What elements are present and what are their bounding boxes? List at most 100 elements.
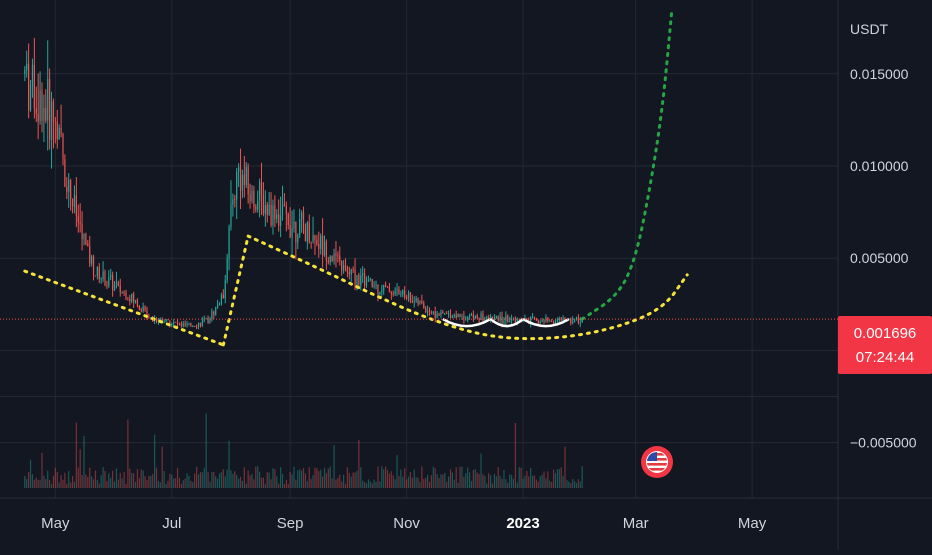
candle-body (453, 314, 455, 317)
volume-bar (522, 478, 524, 488)
volume-bar (58, 482, 60, 488)
candle-body (232, 199, 234, 205)
volume-bar (316, 468, 318, 488)
volume-bar (106, 481, 108, 488)
volume-bar (346, 467, 349, 488)
candle-body (564, 318, 566, 322)
volume-bar (417, 477, 419, 488)
volume-bar (150, 475, 152, 488)
candle-body (196, 326, 198, 328)
candle-body (60, 127, 62, 134)
volume-bar (119, 472, 121, 488)
volume-bar (434, 468, 436, 488)
candle-body (434, 311, 436, 318)
candle-body (106, 285, 108, 287)
candle-body (87, 243, 89, 247)
volume-bar (423, 479, 425, 488)
volume-bar (108, 473, 110, 488)
volume-bar (533, 475, 536, 488)
candle-body (167, 319, 169, 321)
current-price-tag[interactable]: 0.001696 07:24:44 (838, 316, 932, 374)
candle-body (577, 317, 579, 323)
volume-bar (217, 478, 219, 488)
volume-bar (234, 471, 236, 488)
volume-bar (438, 478, 440, 488)
volume-bar (371, 483, 373, 488)
volume-bar (228, 440, 230, 488)
volume-bar (264, 483, 266, 488)
volume-bar (356, 470, 358, 488)
candle-body (325, 241, 328, 261)
volume-bar (199, 472, 202, 488)
candle-body (262, 194, 265, 214)
volume-bar (573, 480, 576, 488)
volume-bar (213, 471, 215, 488)
candle-body (220, 294, 223, 304)
volume-bar (539, 476, 541, 488)
volume-bar (444, 473, 446, 488)
candle-body (426, 311, 429, 313)
volume-bar (495, 476, 497, 488)
volume-bar (405, 479, 408, 488)
volume-bar (499, 475, 501, 488)
candle-body (375, 284, 377, 286)
currency-label: USDT (850, 21, 889, 37)
candle-body (342, 265, 345, 271)
candle-body (266, 204, 268, 215)
candle-body (243, 174, 245, 186)
candle-body (203, 318, 205, 321)
candle-body (411, 300, 413, 303)
volume-bar (180, 483, 182, 488)
candle-body (362, 273, 364, 276)
volume-bar (140, 469, 142, 488)
candle-body (402, 290, 404, 294)
candle-body (312, 235, 314, 242)
candle-body (257, 200, 259, 210)
volume-bar (83, 436, 85, 488)
volume-bar (43, 475, 45, 488)
volume-bar (262, 477, 265, 488)
volume-bar (354, 472, 356, 488)
volume-bar (68, 471, 70, 488)
candle-body (92, 256, 95, 276)
volume-bar (516, 482, 518, 488)
candle-body (108, 277, 110, 286)
volume-bar (152, 474, 154, 488)
candle-body (121, 291, 123, 293)
volume-bar (312, 475, 314, 488)
volume-bar (373, 479, 375, 488)
volume-bar (251, 474, 253, 488)
volume-bar (447, 476, 450, 488)
candle-body (356, 275, 358, 287)
volume-bar (541, 474, 543, 488)
volume-bars (24, 413, 583, 488)
volume-bar (551, 481, 553, 488)
volume-bar (528, 476, 530, 488)
volume-bar (188, 476, 190, 488)
us-flag-event-icon[interactable] (641, 446, 673, 478)
candle-body (365, 281, 368, 286)
candle-body (234, 199, 236, 201)
volume-bar (224, 476, 226, 488)
volume-bar (56, 472, 58, 488)
candle-body (428, 311, 431, 314)
candle-body (222, 294, 224, 299)
volume-bar (211, 471, 213, 488)
candle-body (531, 316, 534, 318)
volume-bar (157, 480, 160, 488)
candle-body (138, 305, 140, 310)
candle-body (94, 275, 97, 277)
volume-bar (163, 470, 165, 488)
candle-body (396, 289, 398, 291)
volume-bar (425, 477, 427, 488)
volume-bar (100, 475, 102, 488)
volume-bar (554, 473, 557, 488)
candle-body (110, 275, 112, 278)
volume-bar (112, 470, 114, 488)
volume-bar (236, 474, 238, 488)
candle-body (112, 275, 114, 291)
volume-bar (146, 479, 148, 488)
volume-bar (134, 481, 137, 488)
